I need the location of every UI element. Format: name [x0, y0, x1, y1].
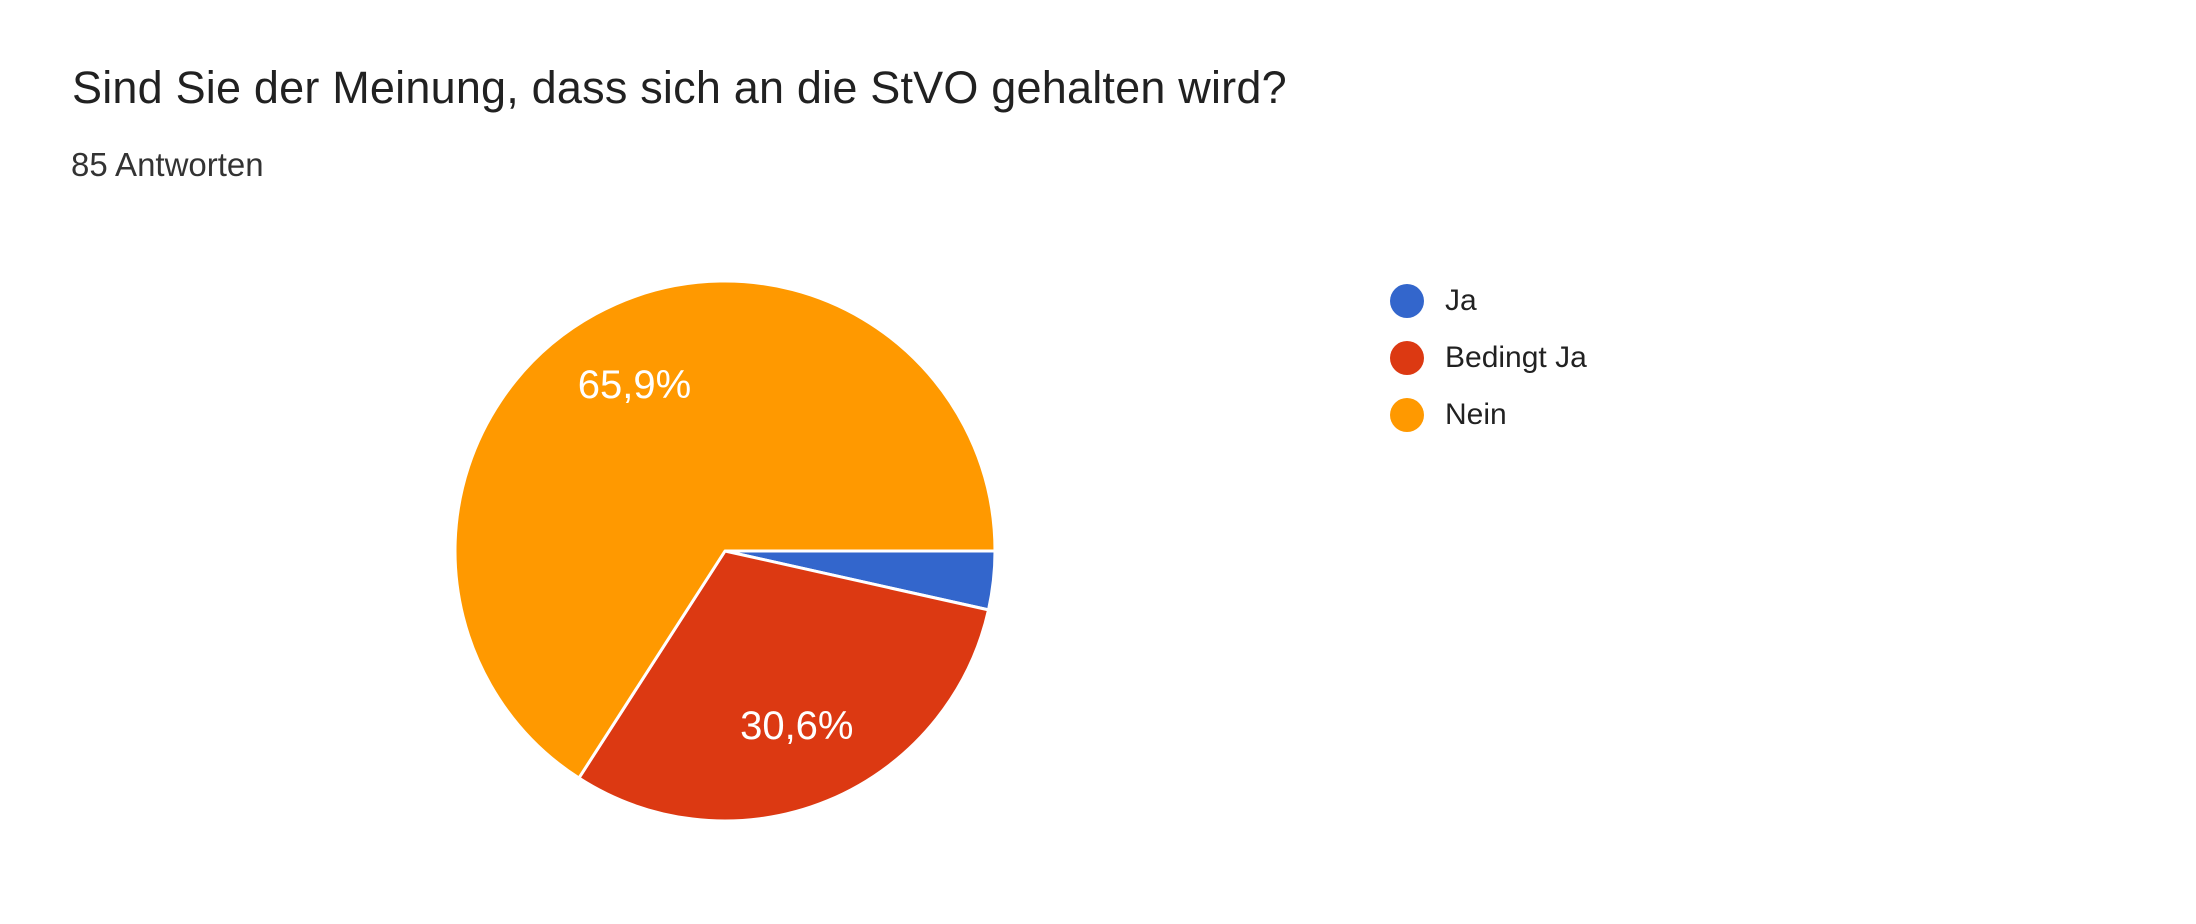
legend-item-nein: Nein: [1390, 398, 1587, 432]
legend-item-bedingt-ja: Bedingt Ja: [1390, 341, 1587, 375]
legend-label: Ja: [1445, 284, 1477, 317]
legend-item-ja: Ja: [1390, 284, 1587, 318]
pie-chart-svg: 30,6% 65,9%: [453, 279, 997, 823]
pie-slice-label-bedingt-ja: 30,6%: [740, 704, 853, 748]
legend-swatch-icon: [1390, 398, 1424, 432]
pie-slice-nein[interactable]: [453, 279, 997, 780]
legend-label: Nein: [1445, 398, 1507, 431]
legend-swatch-icon: [1390, 341, 1424, 375]
legend-label: Bedingt Ja: [1445, 341, 1587, 374]
question-title: Sind Sie der Meinung, dass sich an die S…: [72, 62, 1287, 113]
legend-swatch-icon: [1390, 284, 1424, 318]
responses-count-label: 85 Antworten: [71, 146, 264, 183]
pie-slice-label-nein: 65,9%: [578, 363, 691, 407]
chart-legend: Ja Bedingt Ja Nein: [1390, 284, 1587, 432]
pie-slice-bedingt-ja[interactable]: [577, 549, 990, 823]
pie-chart: 30,6% 65,9%: [445, 271, 1005, 831]
